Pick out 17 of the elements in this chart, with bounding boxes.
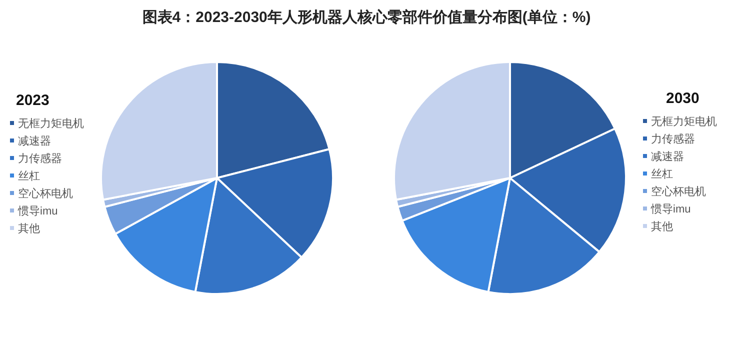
- legend-label: 减速器: [18, 134, 51, 148]
- legend-label: 力传感器: [18, 152, 62, 165]
- legend-title: 2023: [16, 92, 50, 109]
- legend-label: 其他: [651, 220, 673, 233]
- legend-label: 惯导imu: [17, 206, 58, 218]
- legend-label: 无框力矩电机: [651, 115, 717, 128]
- legend-title: 2030: [666, 90, 700, 107]
- legend-label: 空心杯电机: [18, 187, 73, 200]
- legend-label: 丝杠: [651, 168, 673, 180]
- text: 图表4：2023-2030年人形机器人核心零部件价值量分布图(单位：%): [142, 8, 591, 26]
- legend-label: 其他: [18, 222, 40, 235]
- legend-label: 减速器: [651, 150, 684, 163]
- legend-label: 丝杠: [18, 170, 40, 182]
- legend-label: 无框力矩电机: [18, 117, 84, 130]
- legend-label: 力传感器: [651, 132, 695, 146]
- legend-label: 空心杯电机: [651, 185, 706, 198]
- legend-label: 惯导imu: [650, 204, 691, 216]
